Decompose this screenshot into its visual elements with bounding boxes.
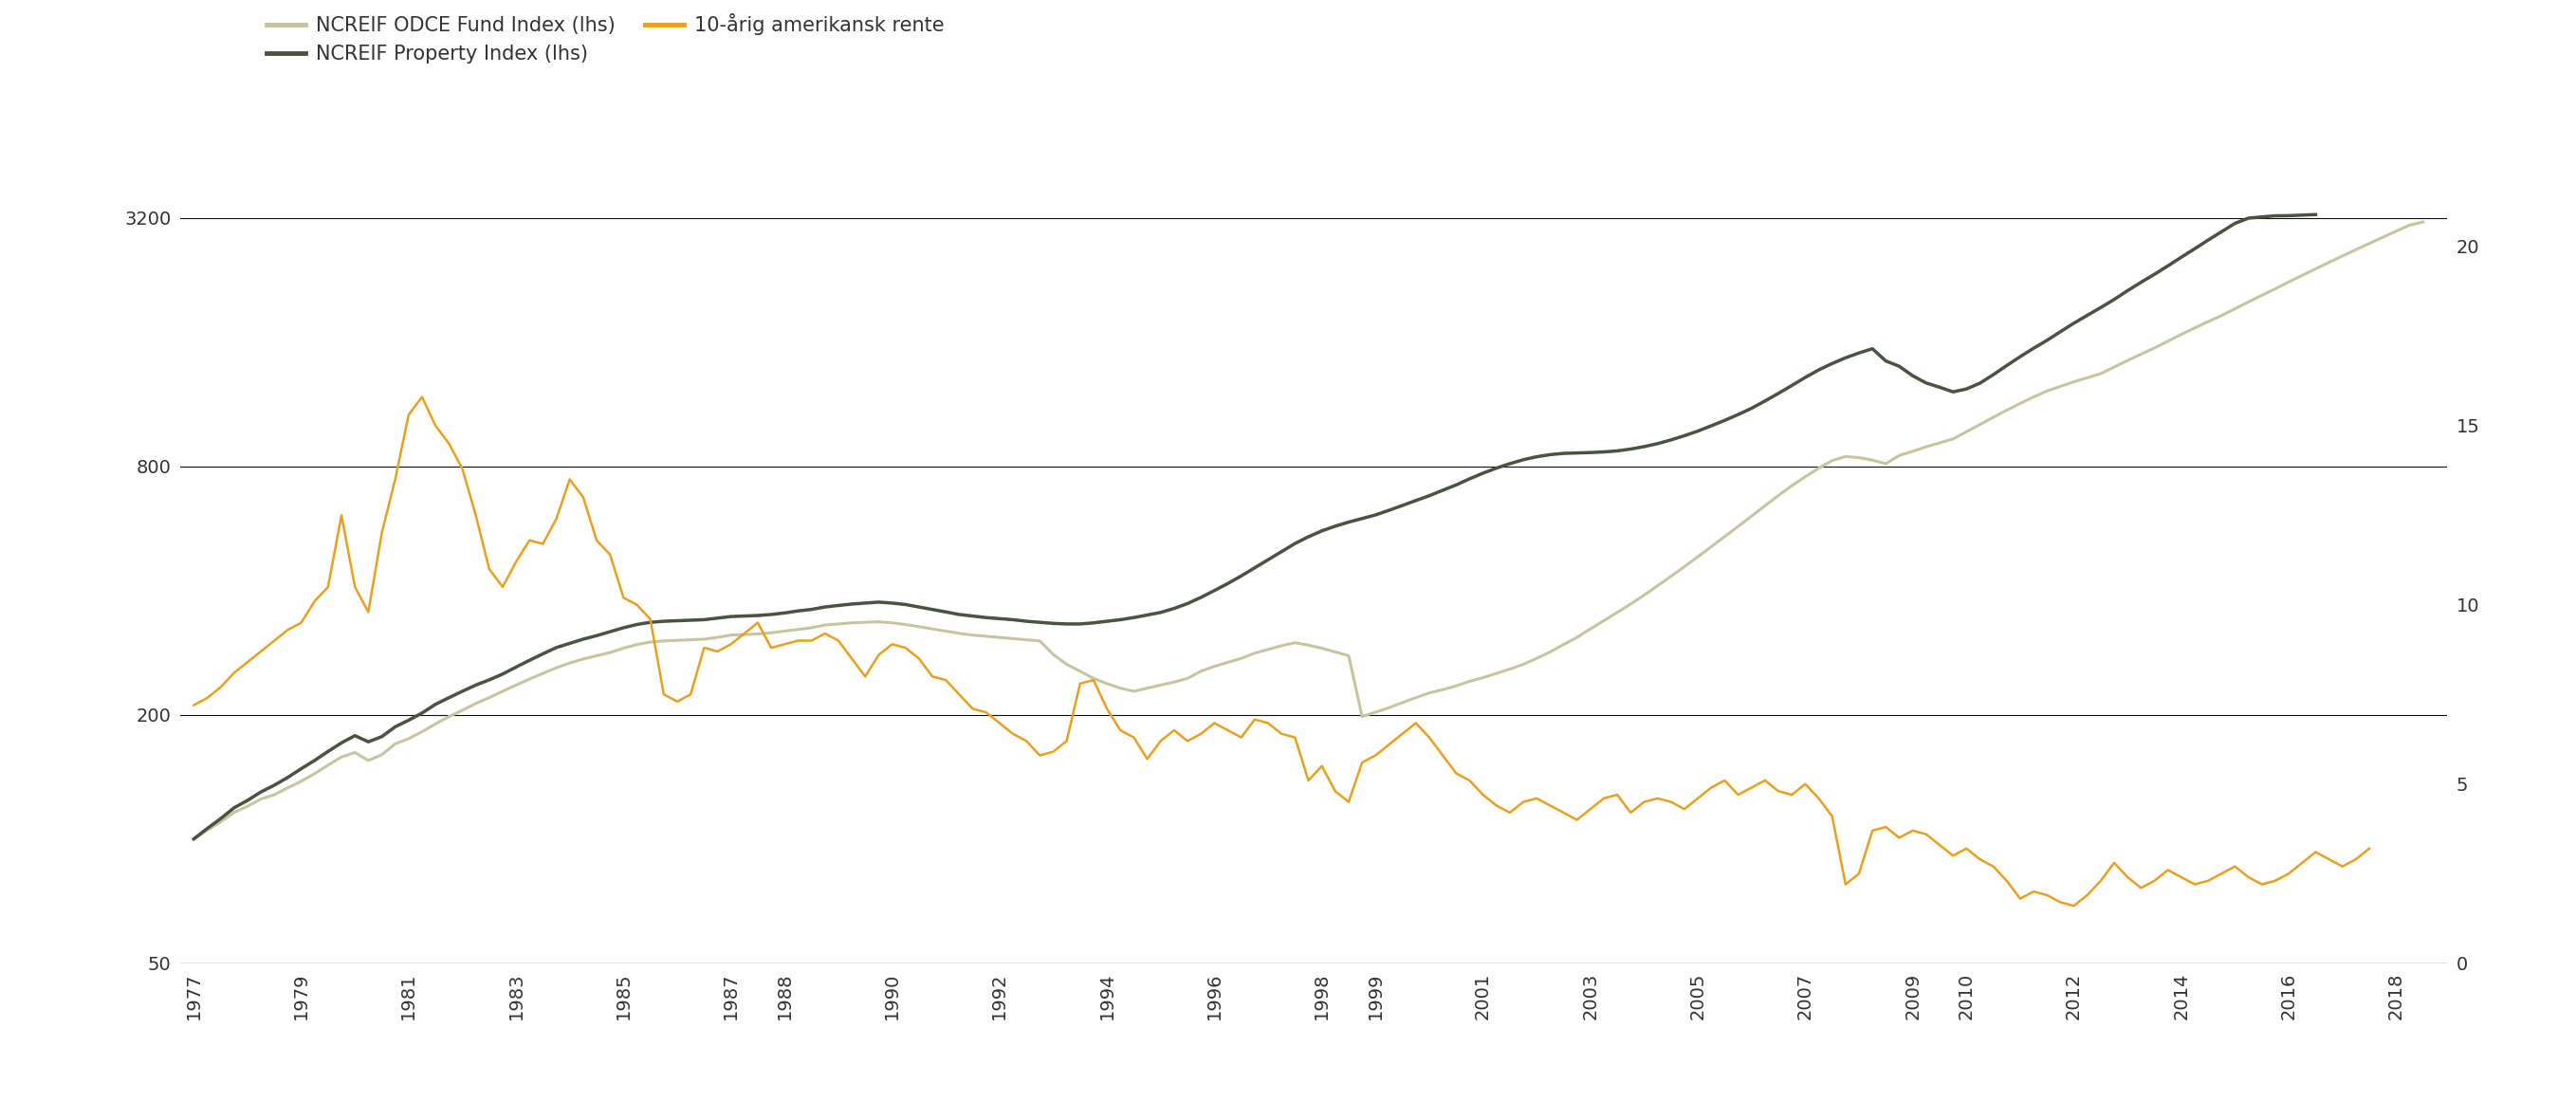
Legend: NCREIF ODCE Fund Index (lhs), NCREIF Property Index (lhs), 10-årig amerikansk re: NCREIF ODCE Fund Index (lhs), NCREIF Pro… [258, 6, 953, 72]
